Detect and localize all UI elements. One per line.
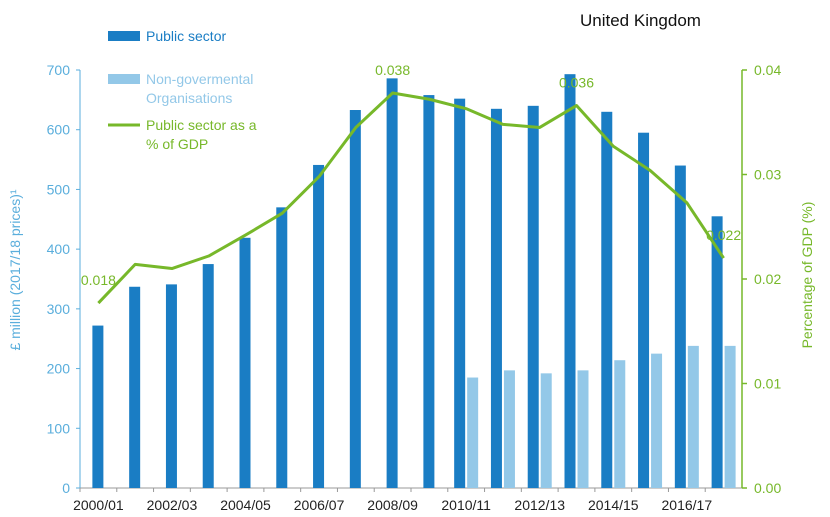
bar-public-sector <box>92 325 104 488</box>
legend-label: Non-govermental <box>146 71 253 87</box>
y2-tick-label: 0.00 <box>754 480 781 496</box>
legend-swatch <box>108 74 140 84</box>
y2-tick-label: 0.02 <box>754 271 781 287</box>
data-label: 0.022 <box>706 227 741 243</box>
legend-label: Organisations <box>146 90 232 106</box>
bar-ngo <box>467 377 479 488</box>
y-axis-label: £ million (2017/18 prices)¹ <box>7 189 23 350</box>
y-tick-label: 0 <box>62 480 70 496</box>
bar-ngo <box>651 353 663 488</box>
axes: 0 100 200 300 400 500 600 700 0.00 0.01 0.02 0.03 0.… <box>47 62 782 513</box>
bar-public-sector <box>490 108 502 489</box>
gdp-line <box>97 91 725 305</box>
bar-public-sector <box>165 284 177 488</box>
legend-label: Public sector <box>146 28 226 44</box>
y-tick-label: 400 <box>47 241 71 257</box>
x-tick-label: 2002/03 <box>147 497 198 513</box>
bar-ngo <box>540 373 552 488</box>
legend-swatch <box>108 31 140 41</box>
bar-ngo <box>503 370 515 488</box>
bar-public-sector <box>527 105 539 488</box>
bar-public-sector <box>276 207 288 489</box>
bar-public-sector <box>638 132 650 488</box>
bar-public-sector <box>454 98 466 489</box>
data-label: 0.018 <box>81 272 116 288</box>
y2-axis-label: Percentage of GDP (%) <box>799 202 815 349</box>
bar-public-sector <box>202 264 214 488</box>
bar-public-sector <box>674 165 686 489</box>
y-tick-label: 100 <box>47 420 71 436</box>
y2-tick-label: 0.03 <box>754 167 781 183</box>
line-gdp-share <box>97 91 725 305</box>
x-tick-label: 2014/15 <box>588 497 639 513</box>
y-tick-label: 500 <box>47 181 71 197</box>
bar-public-sector <box>313 164 325 488</box>
y-tick-label: 700 <box>47 62 71 78</box>
y-tick-label: 300 <box>47 301 71 317</box>
x-tick-label: 2004/05 <box>220 497 271 513</box>
bar-public-sector <box>386 78 398 489</box>
x-tick-label: 2012/13 <box>514 497 565 513</box>
bar-public-sector <box>349 110 361 488</box>
x-tick-label: 2008/09 <box>367 497 418 513</box>
legend-label: Public sector as a <box>146 117 257 133</box>
chart-title: United Kingdom <box>580 11 701 30</box>
data-label: 0.038 <box>375 62 410 78</box>
x-tick-label: 2006/07 <box>294 497 345 513</box>
x-tick-label: 2010/11 <box>441 497 491 513</box>
bar-ngo <box>614 360 626 488</box>
y-tick-label: 200 <box>47 361 71 377</box>
bar-ngo <box>724 345 736 488</box>
annotations: 0.018 0.038 0.036 0.022 <box>81 62 741 288</box>
bar-public-sector <box>601 111 613 489</box>
bar-ngo <box>687 345 699 488</box>
bar-ngo <box>577 370 589 488</box>
legend: Public sector Non-govermental Organisation… <box>108 28 257 152</box>
bar-public-sector <box>564 74 576 489</box>
bar-public-sector <box>423 95 435 488</box>
bars <box>92 74 736 489</box>
x-tick-label: 2016/17 <box>662 497 713 513</box>
bar-public-sector <box>711 216 723 489</box>
x-tick-label: 2000/01 <box>73 497 124 513</box>
data-label: 0.036 <box>559 75 594 91</box>
y2-tick-label: 0.04 <box>754 62 781 78</box>
bar-public-sector <box>239 237 251 488</box>
legend-label: % of GDP <box>146 136 208 152</box>
y-tick-label: 600 <box>47 122 71 138</box>
bar-public-sector <box>129 286 141 488</box>
y2-tick-label: 0.01 <box>754 376 781 392</box>
